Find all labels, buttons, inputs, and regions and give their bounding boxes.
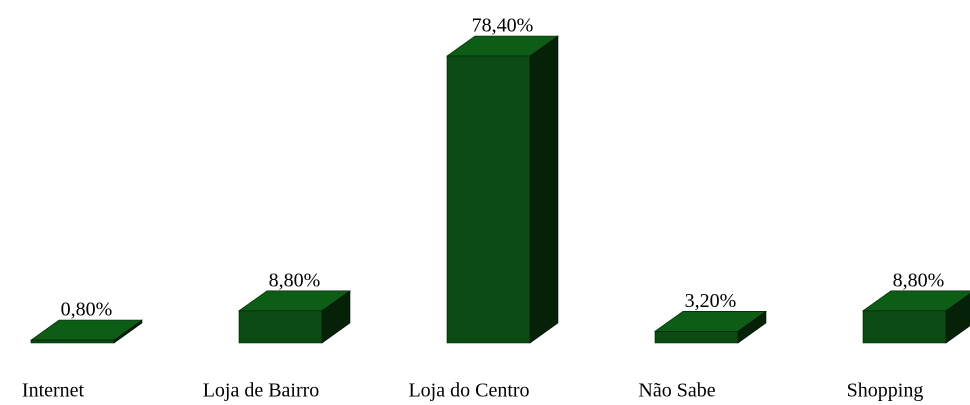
x-tick-label: Shopping xyxy=(847,380,924,402)
bar xyxy=(654,310,767,344)
bar-front xyxy=(446,55,531,344)
bar-front xyxy=(30,339,115,344)
bar-top xyxy=(30,319,143,341)
bar-front xyxy=(654,330,739,344)
bar-front xyxy=(862,310,947,344)
bar-side xyxy=(529,35,559,344)
value-label: 3,20% xyxy=(685,290,737,312)
value-label: 0,80% xyxy=(61,299,113,321)
value-label: 78,40% xyxy=(472,15,534,37)
bar xyxy=(862,290,970,344)
bar xyxy=(30,319,143,344)
x-tick-label: Internet xyxy=(22,380,85,402)
x-tick-label: Não Sabe xyxy=(638,380,715,402)
value-label: 8,80% xyxy=(893,269,945,291)
x-tick-label: Loja de Bairro xyxy=(203,380,320,402)
bar xyxy=(446,35,559,344)
x-tick-label: Loja do Centro xyxy=(408,380,529,402)
value-label: 8,80% xyxy=(269,269,321,291)
bar-front xyxy=(238,310,323,344)
bar xyxy=(238,290,351,344)
